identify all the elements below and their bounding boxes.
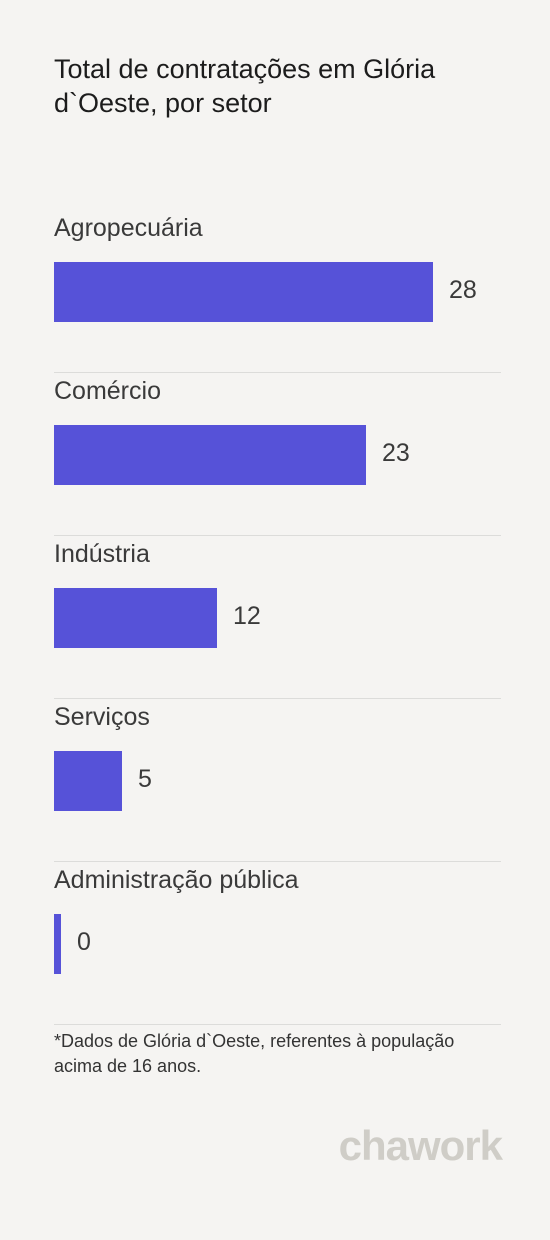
category-label: Serviços: [54, 703, 150, 731]
chart-row: Comércio 23: [54, 373, 501, 536]
chart-row: Administração pública 0: [54, 862, 501, 1025]
category-label: Indústria: [54, 540, 150, 568]
value-label: 0: [77, 928, 91, 956]
category-label: Agropecuária: [54, 214, 203, 242]
footnote: *Dados de Glória d`Oeste, referentes à p…: [54, 1031, 455, 1076]
value-label: 12: [233, 602, 261, 630]
bar-chart: Agropecuária 28 Comércio 23 Indústria 12 Servi…: [54, 210, 501, 1025]
bar: [54, 914, 61, 974]
bar: [54, 425, 366, 485]
value-label: 5: [138, 765, 152, 793]
chart-row: Serviços 5: [54, 699, 501, 862]
value-label: 23: [382, 439, 410, 467]
bar: [54, 588, 217, 648]
bar: [54, 262, 433, 322]
chart-row: Agropecuária 28: [54, 210, 501, 373]
category-label: Administração pública: [54, 866, 299, 894]
chawork-logo: chawork: [338, 1122, 503, 1169]
chart-row: Indústria 12: [54, 536, 501, 699]
category-label: Comércio: [54, 377, 161, 405]
bar: [54, 751, 122, 811]
value-label: 28: [449, 276, 477, 304]
chart-title: Total de contratações em Glória d`Oeste,…: [54, 54, 436, 118]
